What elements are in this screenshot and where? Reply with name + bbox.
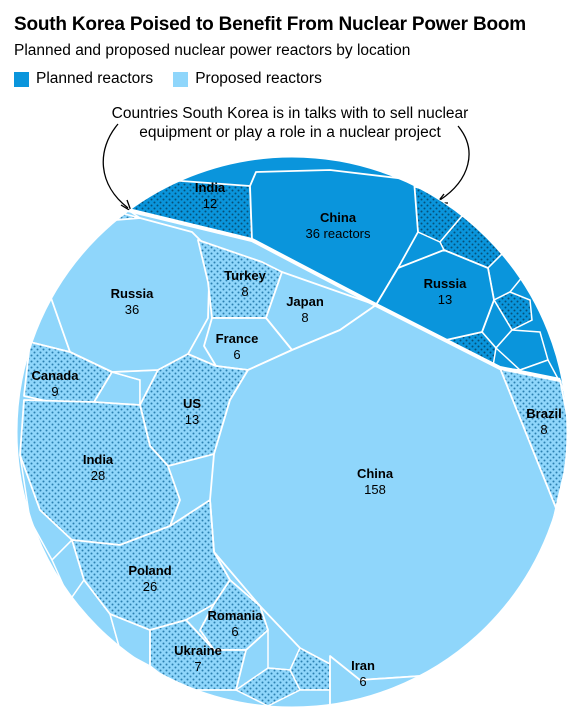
minor-cell-17: [234, 667, 302, 707]
cell-country-planned-india: India: [195, 180, 226, 195]
cell-label-proposed-france: France 6: [216, 331, 259, 362]
cell-country-proposed-india: India: [83, 452, 114, 467]
cell-value-planned-india: 12: [203, 196, 217, 211]
cell-label-proposed-iran: Iran 6: [351, 658, 375, 689]
cell-value-proposed-japan: 8: [301, 310, 308, 325]
legend: Planned reactors Proposed reactors: [14, 70, 322, 88]
cell-label-proposed-china: China 158: [357, 466, 394, 497]
legend-item-proposed: Proposed reactors: [173, 70, 322, 88]
cell-value-proposed-brazil: 8: [540, 422, 547, 437]
cell-country-proposed-japan: Japan: [286, 294, 324, 309]
cell-value-proposed-france: 6: [233, 347, 240, 362]
legend-item-planned: Planned reactors: [14, 70, 153, 88]
cell-value-proposed-turkey: 8: [241, 284, 248, 299]
legend-swatch-planned: [14, 71, 29, 87]
cell-country-proposed-russia: Russia: [111, 286, 154, 301]
cell-value-proposed-iran: 6: [359, 674, 366, 689]
cell-country-proposed-canada: Canada: [32, 368, 80, 383]
cell-label-proposed-turkey: Turkey 8: [224, 268, 266, 299]
chart-title: South Korea Poised to Benefit From Nucle…: [14, 14, 526, 35]
cell-label-planned-india: India 12: [195, 180, 226, 211]
cell-value-planned-china: 36 reactors: [305, 226, 371, 241]
cell-label-proposed-brazil: Brazil 8: [526, 406, 561, 437]
cell-label-proposed-canada: Canada 9: [32, 368, 80, 399]
cell-country-proposed-china: China: [357, 466, 394, 481]
cell-country-proposed-us: US: [183, 396, 201, 411]
cell-label-planned-china: China 36 reactors: [305, 210, 371, 241]
group-divider: [127, 208, 561, 382]
cell-value-proposed-canada: 9: [51, 384, 58, 399]
minor-cell-3: [492, 291, 533, 331]
cell-country-proposed-romania: Romania: [208, 608, 264, 623]
annotation-arrowhead-left: [120, 199, 133, 213]
cell-country-proposed-poland: Poland: [128, 563, 171, 578]
chart-subtitle: Planned and proposed nuclear power react…: [14, 42, 411, 59]
cell-value-proposed-us: 13: [185, 412, 199, 427]
cell-label-proposed-us: US 13: [183, 396, 201, 427]
cell-country-proposed-brazil: Brazil: [526, 406, 561, 421]
cell-value-proposed-india: 28: [91, 468, 105, 483]
legend-label-proposed: Proposed reactors: [195, 70, 322, 87]
cell-proposed-india: [19, 399, 181, 546]
cell-value-proposed-ukraine: 7: [194, 659, 201, 674]
cell-value-proposed-poland: 26: [143, 579, 157, 594]
cell-country-proposed-turkey: Turkey: [224, 268, 266, 283]
cell-proposed-romania: [199, 579, 269, 651]
cells-layer: [17, 157, 567, 707]
annotation-text: Countries South Korea is in talks with t…: [111, 105, 469, 141]
annotation-arrow-right: [439, 125, 470, 201]
cell-label-planned-russia: Russia 13: [424, 276, 467, 307]
cell-country-proposed-ukraine: Ukraine: [174, 643, 222, 658]
cell-label-proposed-japan: Japan 8: [286, 294, 324, 325]
cell-label-proposed-romania: Romania 6: [208, 608, 264, 639]
cell-value-proposed-russia: 36: [125, 302, 139, 317]
cell-label-proposed-ukraine: Ukraine 7: [174, 643, 222, 674]
legend-label-planned: Planned reactors: [36, 70, 154, 87]
cell-label-proposed-poland: Poland 26: [128, 563, 171, 594]
cell-value-proposed-china: 158: [364, 482, 386, 497]
cell-label-proposed-india: India 28: [83, 452, 114, 483]
cell-country-proposed-iran: Iran: [351, 658, 375, 673]
cell-country-proposed-france: France: [216, 331, 259, 346]
annotation-arrow-left: [102, 123, 129, 209]
legend-swatch-proposed: [173, 71, 189, 87]
cell-country-planned-russia: Russia: [424, 276, 467, 291]
cell-value-proposed-romania: 6: [231, 624, 238, 639]
cell-country-planned-china: China: [320, 210, 357, 225]
cell-label-proposed-russia: Russia 36: [111, 286, 154, 317]
outer-circle-outline: [16, 156, 568, 708]
cell-value-planned-russia: 13: [438, 292, 452, 307]
